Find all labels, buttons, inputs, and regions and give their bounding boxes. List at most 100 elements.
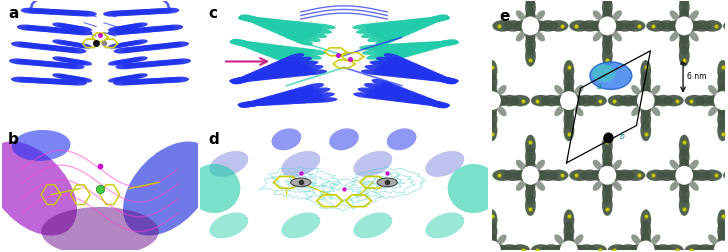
Ellipse shape bbox=[108, 27, 125, 33]
Ellipse shape bbox=[250, 70, 274, 78]
Ellipse shape bbox=[32, 27, 54, 33]
Ellipse shape bbox=[379, 92, 406, 100]
Ellipse shape bbox=[566, 96, 586, 107]
Ellipse shape bbox=[282, 54, 304, 64]
Ellipse shape bbox=[410, 221, 420, 242]
Ellipse shape bbox=[679, 35, 689, 56]
Ellipse shape bbox=[387, 97, 416, 103]
Ellipse shape bbox=[240, 72, 263, 81]
Ellipse shape bbox=[425, 72, 448, 81]
Ellipse shape bbox=[618, 96, 638, 107]
Ellipse shape bbox=[301, 31, 327, 39]
Circle shape bbox=[560, 92, 578, 111]
Ellipse shape bbox=[398, 90, 421, 99]
Ellipse shape bbox=[272, 22, 298, 29]
Ellipse shape bbox=[410, 247, 420, 252]
Ellipse shape bbox=[493, 170, 513, 181]
Ellipse shape bbox=[150, 9, 172, 15]
Ellipse shape bbox=[590, 63, 632, 90]
Ellipse shape bbox=[282, 92, 309, 100]
Ellipse shape bbox=[651, 86, 660, 96]
Ellipse shape bbox=[431, 77, 459, 84]
Ellipse shape bbox=[439, 160, 448, 170]
Ellipse shape bbox=[451, 170, 470, 181]
Ellipse shape bbox=[439, 181, 448, 191]
Ellipse shape bbox=[237, 102, 266, 107]
Ellipse shape bbox=[152, 44, 173, 50]
Ellipse shape bbox=[400, 20, 427, 27]
Ellipse shape bbox=[229, 77, 257, 83]
Ellipse shape bbox=[563, 120, 574, 142]
Ellipse shape bbox=[264, 74, 292, 80]
Ellipse shape bbox=[11, 77, 32, 83]
Ellipse shape bbox=[232, 76, 256, 85]
Ellipse shape bbox=[146, 61, 167, 67]
Ellipse shape bbox=[420, 107, 430, 117]
Ellipse shape bbox=[68, 11, 89, 17]
Ellipse shape bbox=[48, 28, 69, 34]
Ellipse shape bbox=[703, 21, 722, 32]
Ellipse shape bbox=[510, 96, 530, 107]
Ellipse shape bbox=[122, 47, 143, 54]
Ellipse shape bbox=[500, 246, 512, 252]
Ellipse shape bbox=[500, 98, 512, 105]
Ellipse shape bbox=[295, 53, 322, 60]
Ellipse shape bbox=[703, 170, 722, 181]
Ellipse shape bbox=[275, 47, 304, 53]
Ellipse shape bbox=[437, 21, 456, 32]
Ellipse shape bbox=[487, 247, 497, 252]
Ellipse shape bbox=[58, 75, 75, 80]
Ellipse shape bbox=[71, 30, 92, 36]
Ellipse shape bbox=[380, 64, 405, 72]
Ellipse shape bbox=[365, 94, 392, 101]
Ellipse shape bbox=[528, 170, 547, 181]
Ellipse shape bbox=[536, 32, 545, 42]
Ellipse shape bbox=[412, 110, 419, 122]
Ellipse shape bbox=[536, 181, 545, 191]
Circle shape bbox=[598, 166, 616, 185]
Ellipse shape bbox=[629, 244, 649, 252]
Ellipse shape bbox=[387, 70, 414, 76]
Ellipse shape bbox=[387, 21, 415, 27]
Ellipse shape bbox=[448, 46, 459, 67]
Ellipse shape bbox=[285, 60, 308, 69]
Ellipse shape bbox=[602, 0, 612, 8]
Ellipse shape bbox=[723, 21, 728, 32]
Ellipse shape bbox=[423, 16, 449, 24]
Ellipse shape bbox=[657, 21, 676, 32]
Ellipse shape bbox=[398, 244, 418, 252]
Ellipse shape bbox=[250, 19, 275, 26]
Ellipse shape bbox=[604, 21, 624, 32]
Ellipse shape bbox=[241, 43, 266, 51]
Ellipse shape bbox=[241, 76, 269, 82]
Ellipse shape bbox=[280, 26, 306, 34]
Ellipse shape bbox=[451, 21, 470, 32]
Ellipse shape bbox=[580, 21, 600, 32]
Ellipse shape bbox=[249, 19, 273, 27]
Ellipse shape bbox=[538, 170, 558, 181]
Circle shape bbox=[521, 17, 539, 36]
Ellipse shape bbox=[69, 26, 87, 32]
Ellipse shape bbox=[434, 172, 446, 179]
Ellipse shape bbox=[364, 23, 392, 29]
Ellipse shape bbox=[424, 16, 448, 24]
Ellipse shape bbox=[412, 46, 438, 54]
Ellipse shape bbox=[249, 98, 274, 106]
Ellipse shape bbox=[602, 0, 612, 19]
Ellipse shape bbox=[285, 68, 312, 74]
Ellipse shape bbox=[123, 63, 144, 69]
Circle shape bbox=[483, 92, 501, 111]
Ellipse shape bbox=[459, 11, 468, 21]
Ellipse shape bbox=[401, 97, 428, 104]
Ellipse shape bbox=[631, 234, 641, 244]
Ellipse shape bbox=[510, 244, 530, 252]
Ellipse shape bbox=[377, 96, 397, 107]
Ellipse shape bbox=[40, 62, 61, 68]
Ellipse shape bbox=[516, 181, 526, 191]
Ellipse shape bbox=[115, 29, 137, 36]
Ellipse shape bbox=[111, 11, 132, 17]
Ellipse shape bbox=[278, 60, 303, 69]
Ellipse shape bbox=[63, 59, 81, 65]
Ellipse shape bbox=[209, 213, 248, 238]
Circle shape bbox=[445, 17, 462, 36]
